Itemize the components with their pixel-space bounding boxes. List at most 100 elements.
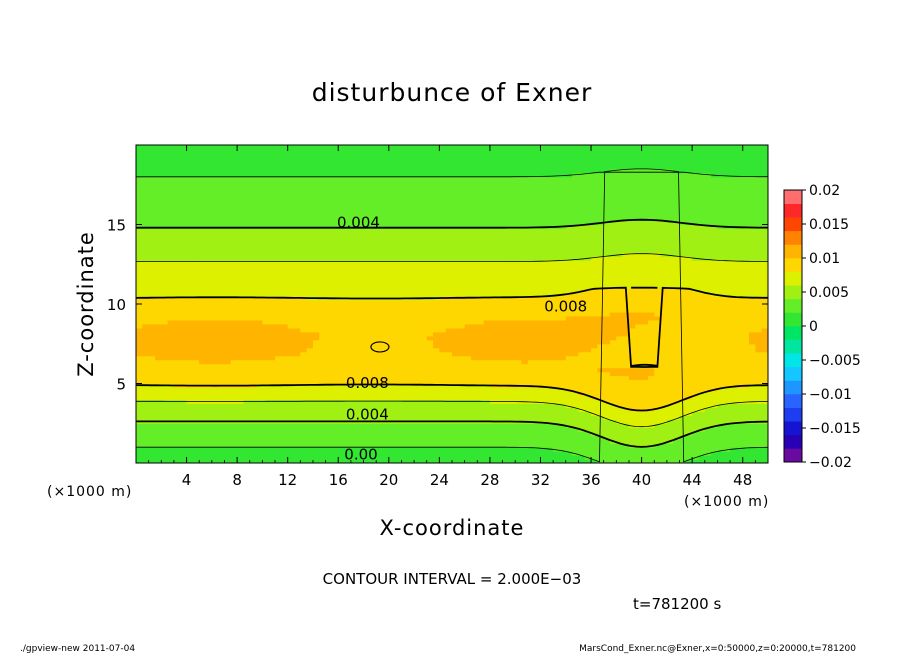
field-cell [508,292,516,297]
field-cell [192,252,200,257]
field-cell [338,284,346,289]
field-cell [331,304,339,309]
field-cell [376,268,384,273]
field-cell [211,212,219,218]
field-cell [268,403,276,408]
field-cell [180,411,188,416]
field-cell [489,359,497,365]
field-cell [496,184,504,190]
field-cell [331,423,339,428]
field-cell [376,427,384,432]
field-cell [173,363,181,369]
field-cell [268,188,276,194]
field-cell [445,343,453,349]
field-cell [300,331,308,337]
field-cell [224,431,232,436]
field-cell [287,395,295,400]
field-cell [237,152,245,158]
field-cell [148,415,156,420]
field-cell [249,431,257,436]
field-cell [161,284,169,289]
field-cell [319,156,327,162]
field-cell [382,212,390,218]
field-cell [256,284,263,289]
field-cell [338,220,346,226]
field-cell [325,355,333,361]
field-cell [382,315,390,321]
field-cell [483,204,491,210]
field-cell [426,363,434,369]
field-cell [256,363,263,369]
field-cell [249,423,257,428]
field-cell [211,335,219,341]
field-cell [319,268,327,273]
field-cell [167,415,175,420]
field-cell [218,180,226,186]
field-cell [136,168,143,174]
field-cell [464,228,472,234]
field-cell [199,184,207,190]
field-cell [420,216,428,222]
field-cell [376,431,384,436]
field-cell [275,192,282,198]
field-cell [243,184,251,190]
field-cell [515,311,523,317]
field-cell [224,168,232,174]
field-cell [154,311,162,317]
field-cell [426,192,434,198]
field-cell [363,148,371,154]
field-cell [420,415,428,420]
field-cell [173,248,181,253]
field-cell [186,359,194,365]
field-cell [395,431,403,436]
field-cell [464,323,472,329]
field-cell [382,431,390,436]
field-cell [439,319,447,325]
field-cell [376,172,384,178]
field-cell [262,288,270,293]
field-cell [230,284,238,289]
field-cell [186,284,194,289]
field-cell [508,343,516,349]
field-cell [167,212,175,218]
field-cell [433,196,440,202]
field-cell [515,304,523,309]
field-cell [350,192,358,198]
field-cell [142,145,150,150]
field-cell [167,331,175,337]
field-cell [502,180,510,186]
field-cell [287,176,295,182]
field-cell [407,415,415,420]
field-cell [275,415,282,420]
field-cell [369,204,377,210]
field-cell [470,331,478,337]
field-cell [300,232,308,238]
field-cell [508,188,516,194]
field-cell [230,363,238,369]
field-cell [414,260,421,265]
field-cell [496,451,504,456]
field-cell [173,204,181,210]
field-cell [376,375,384,381]
field-cell [230,411,238,416]
field-cell [344,315,352,321]
field-cell [350,292,358,297]
field-cell [414,236,421,241]
field-cell [508,327,516,333]
field-cell [420,331,428,337]
field-cell [154,268,162,273]
field-cell [268,439,276,444]
field-cell [180,379,188,385]
field-cell [218,220,226,226]
field-cell [470,276,478,281]
field-cell [369,152,377,158]
field-cell [477,304,485,309]
field-cell [224,327,232,333]
field-cell [173,367,181,373]
field-cell [420,188,428,194]
field-cell [312,371,320,377]
field-cell [275,160,282,166]
field-cell [426,331,434,337]
field-cell [357,288,365,293]
field-cell [211,451,219,456]
